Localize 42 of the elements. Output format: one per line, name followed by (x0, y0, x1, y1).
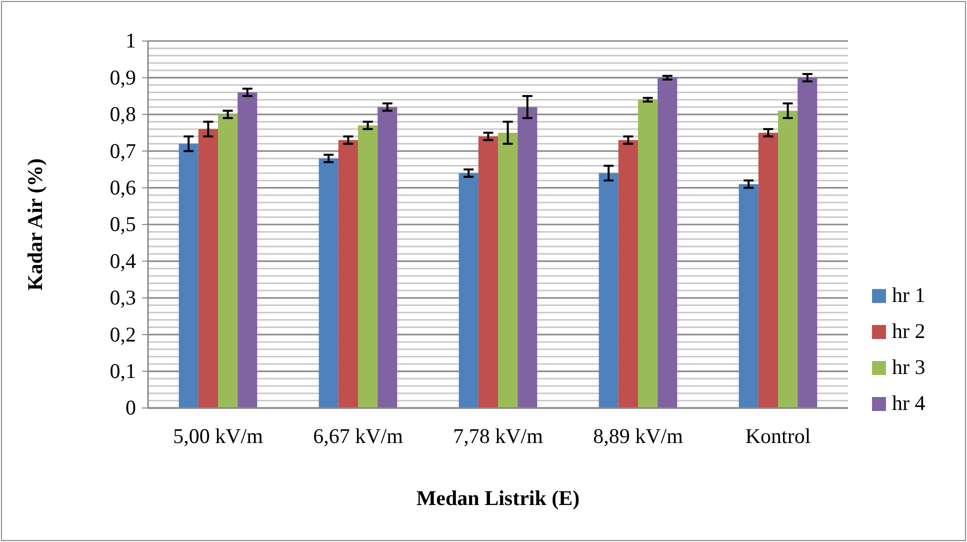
bar (638, 100, 658, 408)
bar (178, 144, 198, 408)
bar (358, 125, 378, 408)
bar (658, 78, 678, 408)
bar (218, 114, 238, 408)
legend-label: hr 1 (892, 283, 926, 307)
x-tick-label: 5,00 kV/m (173, 424, 263, 448)
y-tick-label: 0,6 (110, 176, 136, 200)
bar (518, 107, 538, 408)
bar (238, 92, 258, 408)
bar (598, 173, 618, 408)
y-tick-label: 0,4 (110, 248, 136, 273)
legend-label: hr 2 (892, 319, 926, 343)
y-tick-label: 0,5 (110, 212, 136, 236)
bar (458, 173, 478, 408)
bar (498, 132, 518, 408)
bar (758, 132, 778, 408)
x-tick-label: Kontrol (745, 424, 811, 448)
y-tick-label: 1 (126, 28, 136, 53)
bar (318, 158, 338, 408)
bar (378, 107, 398, 408)
bar (338, 140, 358, 408)
y-tick-label: 0,1 (110, 359, 136, 384)
bar (618, 140, 638, 408)
x-tick-label: 8,89 kV/m (593, 424, 683, 448)
x-tick-label: 6,67 kV/m (313, 424, 403, 448)
bar (798, 78, 818, 408)
y-tick-label: 0,3 (110, 286, 136, 310)
bar (778, 110, 798, 408)
y-tick-label: 0 (126, 396, 136, 420)
y-tick-label: 0,9 (110, 65, 136, 90)
x-axis-title: Medan Listrik (E) (416, 486, 580, 510)
y-tick-label: 0,7 (110, 138, 136, 163)
y-tick-label: 0,8 (110, 102, 136, 126)
x-tick-label: 7,78 kV/m (453, 424, 543, 448)
bar (198, 129, 218, 408)
legend-label: hr 3 (892, 355, 926, 379)
y-tick-label: 0,2 (110, 322, 136, 346)
legend-label: hr 4 (892, 391, 926, 415)
bar (478, 136, 498, 408)
y-axis-title: Kadar Air (%) (23, 158, 47, 291)
bar (738, 184, 758, 408)
